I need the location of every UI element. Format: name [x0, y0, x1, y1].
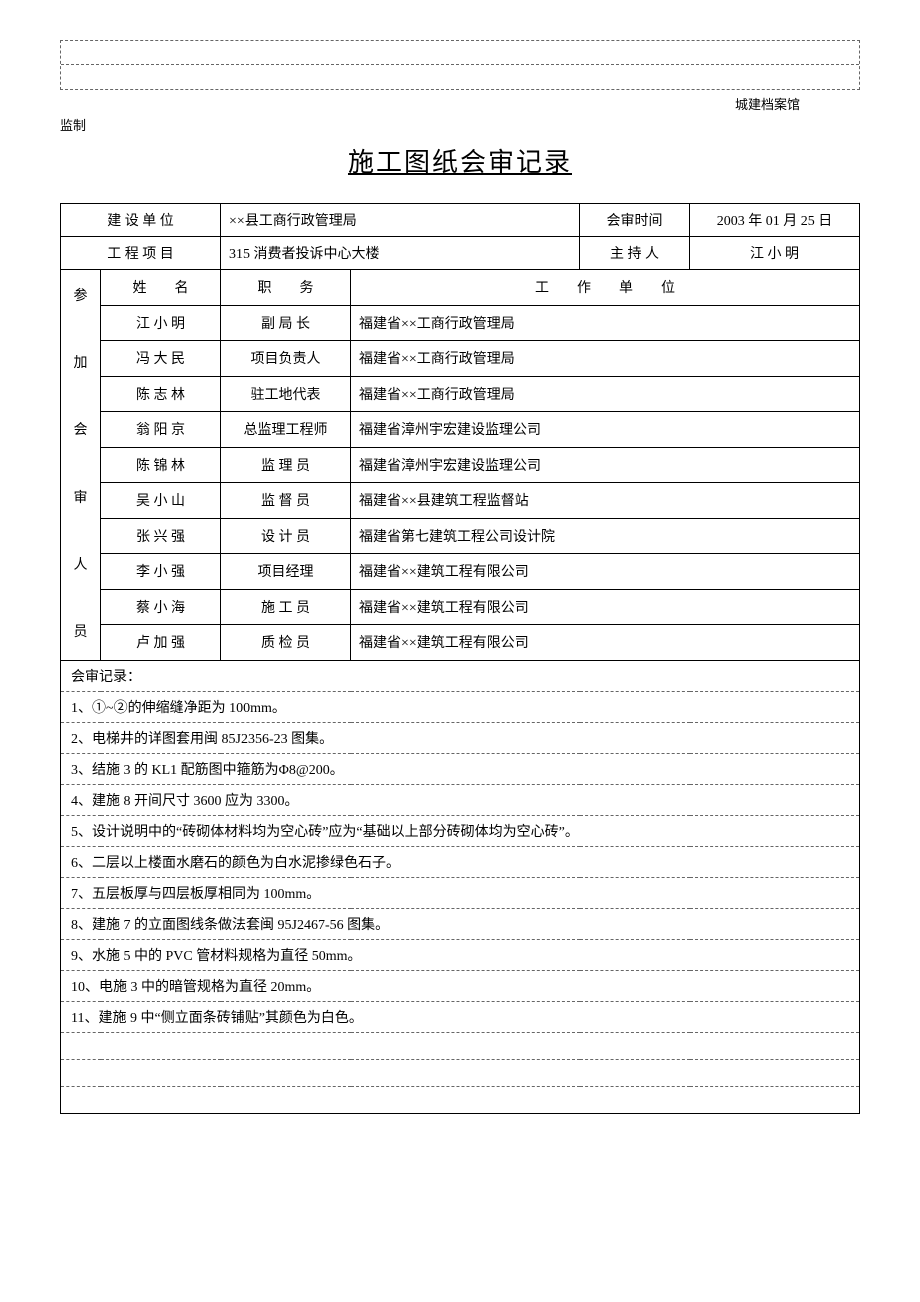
- blank-row: [61, 41, 859, 65]
- p-name: 张 兴 强: [101, 518, 221, 554]
- record-item: 5、设计说明中的“砖砌体材料均为空心砖”应为“基础以上部分砖砌体均为空心砖”。: [61, 815, 860, 846]
- p-duty: 总监理工程师: [221, 412, 351, 448]
- p-name: 翁 阳 京: [101, 412, 221, 448]
- participant-row: 吴 小 山监 督 员福建省××县建筑工程监督站: [61, 483, 860, 519]
- p-duty: 监 督 员: [221, 483, 351, 519]
- document-title: 施工图纸会审记录: [60, 142, 860, 179]
- p-duty: 项目负责人: [221, 341, 351, 377]
- col-name: 姓 名: [101, 270, 221, 306]
- participant-row: 张 兴 强设 计 员福建省第七建筑工程公司设计院: [61, 518, 860, 554]
- record-item: 10、电施 3 中的暗管规格为直径 20mm。: [61, 970, 860, 1001]
- monitor-label: 监制: [60, 115, 860, 134]
- label-project: 工 程 项 目: [61, 237, 221, 270]
- p-name: 陈 锦 林: [101, 447, 221, 483]
- value-build-unit: ××县工商行政管理局: [221, 204, 580, 237]
- p-duty: 设 计 员: [221, 518, 351, 554]
- record-item: 3、结施 3 的 KL1 配筋图中箍筋为Φ8@200。: [61, 753, 860, 784]
- p-duty: 副 局 长: [221, 305, 351, 341]
- p-unit: 福建省××工商行政管理局: [351, 376, 860, 412]
- record-label: 会审记录：: [61, 660, 860, 691]
- participant-row: 李 小 强项目经理福建省××建筑工程有限公司: [61, 554, 860, 590]
- record-item: [61, 1059, 860, 1086]
- participant-row: 陈 锦 林监 理 员福建省漳州宇宏建设监理公司: [61, 447, 860, 483]
- p-unit: 福建省××建筑工程有限公司: [351, 589, 860, 625]
- value-review-time: 2003 年 01 月 25 日: [690, 204, 860, 237]
- col-unit: 工 作 单 位: [351, 270, 860, 306]
- record-item: 7、五层板厚与四层板厚相同为 100mm。: [61, 877, 860, 908]
- value-host: 江 小 明: [690, 237, 860, 270]
- record-item: 6、二层以上楼面水磨石的颜色为白水泥掺绿色石子。: [61, 846, 860, 877]
- p-duty: 驻工地代表: [221, 376, 351, 412]
- p-unit: 福建省××建筑工程有限公司: [351, 554, 860, 590]
- p-name: 冯 大 民: [101, 341, 221, 377]
- p-name: 李 小 强: [101, 554, 221, 590]
- p-name: 吴 小 山: [101, 483, 221, 519]
- record-item: [61, 1032, 860, 1059]
- p-name: 江 小 明: [101, 305, 221, 341]
- record-item: 4、建施 8 开间尺寸 3600 应为 3300。: [61, 784, 860, 815]
- p-unit: 福建省××县建筑工程监督站: [351, 483, 860, 519]
- label-review-time: 会审时间: [580, 204, 690, 237]
- record-item: 2、电梯井的详图套用闽 85J2356-23 图集。: [61, 722, 860, 753]
- p-name: 蔡 小 海: [101, 589, 221, 625]
- blank-row: [61, 65, 859, 89]
- col-duty: 职 务: [221, 270, 351, 306]
- label-build-unit: 建 设 单 位: [61, 204, 221, 237]
- top-dashed-box: [60, 40, 860, 90]
- p-unit: 福建省××工商行政管理局: [351, 305, 860, 341]
- record-item: 9、水施 5 中的 PVC 管材料规格为直径 50mm。: [61, 939, 860, 970]
- record-item: 11、建施 9 中“侧立面条砖铺贴”其颜色为白色。: [61, 1001, 860, 1032]
- p-unit: 福建省××工商行政管理局: [351, 341, 860, 377]
- p-duty: 项目经理: [221, 554, 351, 590]
- participants-label: 参加会审人员: [61, 270, 101, 661]
- p-unit: 福建省第七建筑工程公司设计院: [351, 518, 860, 554]
- p-name: 陈 志 林: [101, 376, 221, 412]
- record-item: 1、①~②的伸缩缝净距为 100mm。: [61, 691, 860, 722]
- participant-row: 卢 加 强质 检 员福建省××建筑工程有限公司: [61, 625, 860, 661]
- participant-row: 江 小 明副 局 长福建省××工商行政管理局: [61, 305, 860, 341]
- p-duty: 施 工 员: [221, 589, 351, 625]
- p-duty: 质 检 员: [221, 625, 351, 661]
- p-name: 卢 加 强: [101, 625, 221, 661]
- value-project: 315 消费者投诉中心大楼: [221, 237, 580, 270]
- record-item: 8、建施 7 的立面图线条做法套闽 95J2467-56 图集。: [61, 908, 860, 939]
- archive-org-label: 城建档案馆: [60, 94, 860, 113]
- p-unit: 福建省漳州宇宏建设监理公司: [351, 447, 860, 483]
- record-item: [61, 1086, 860, 1113]
- p-duty: 监 理 员: [221, 447, 351, 483]
- participant-row: 陈 志 林驻工地代表福建省××工商行政管理局: [61, 376, 860, 412]
- review-table: 建 设 单 位 ××县工商行政管理局 会审时间 2003 年 01 月 25 日…: [60, 203, 860, 1114]
- participant-row: 蔡 小 海施 工 员福建省××建筑工程有限公司: [61, 589, 860, 625]
- p-unit: 福建省××建筑工程有限公司: [351, 625, 860, 661]
- p-unit: 福建省漳州宇宏建设监理公司: [351, 412, 860, 448]
- participant-row: 冯 大 民项目负责人福建省××工商行政管理局: [61, 341, 860, 377]
- participant-row: 翁 阳 京总监理工程师福建省漳州宇宏建设监理公司: [61, 412, 860, 448]
- label-host: 主 持 人: [580, 237, 690, 270]
